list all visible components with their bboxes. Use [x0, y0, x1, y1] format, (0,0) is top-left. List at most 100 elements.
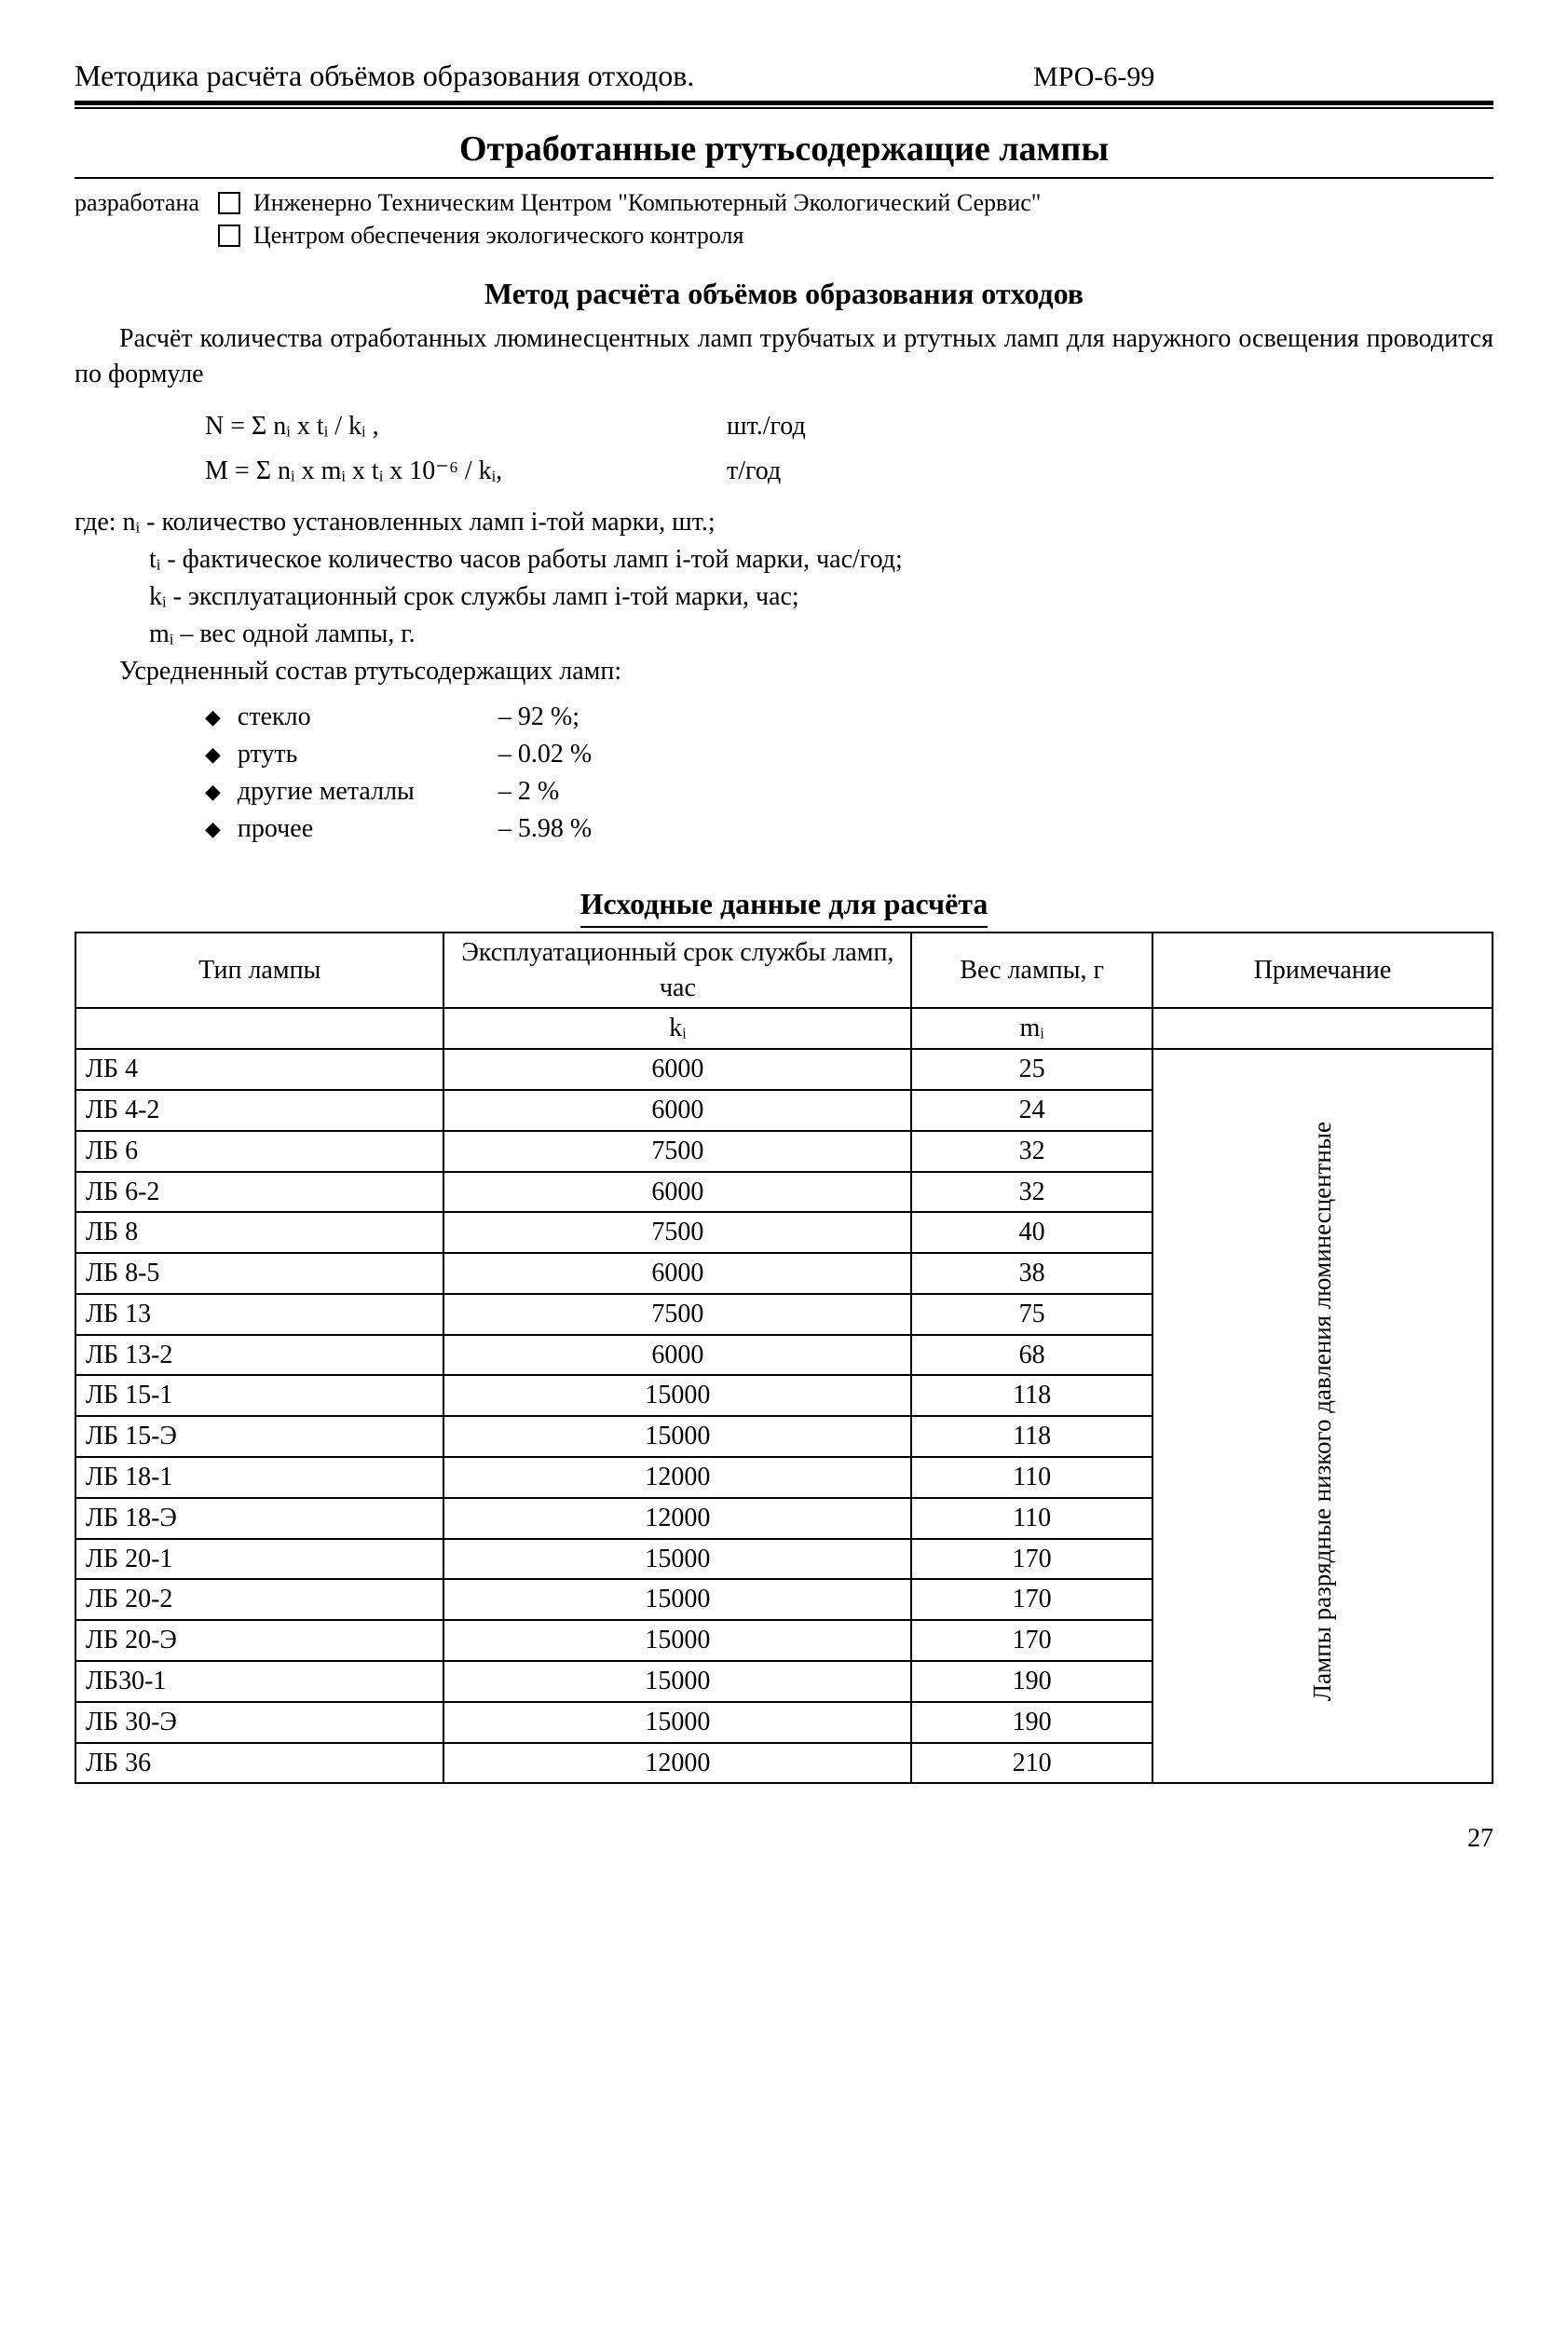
page-number: 27 [75, 1821, 1493, 1857]
page-header: Методика расчёта объёмов образования отх… [75, 56, 1493, 105]
where-lead: где: nᵢ - количество установленных ламп … [75, 505, 1493, 540]
formula-expr: N = Σ nᵢ x tᵢ / kᵢ , [205, 409, 727, 444]
formula-unit: шт./год [727, 409, 806, 444]
cell-type: ЛБ 15-1 [75, 1375, 443, 1416]
cell-weight: 110 [911, 1498, 1152, 1539]
developed-label: разработана [75, 186, 199, 252]
cell-type: ЛБ 30-Э [75, 1702, 443, 1743]
cell-life: 6000 [443, 1049, 911, 1090]
composition-list: ◆ стекло – 92 %; ◆ ртуть – 0.02 % ◆ друг… [205, 700, 1493, 846]
composition-value: – 92 %; [498, 700, 579, 735]
cell-life: 15000 [443, 1661, 911, 1702]
symbol-life: kᵢ [443, 1008, 911, 1049]
diamond-icon: ◆ [205, 778, 221, 806]
developed-item-text: Центром обеспечения экологического контр… [253, 219, 744, 252]
cell-life: 15000 [443, 1416, 911, 1457]
cell-life: 15000 [443, 1620, 911, 1661]
developed-item: Центром обеспечения экологического контр… [218, 219, 1493, 252]
composition-item: ◆ ртуть – 0.02 % [205, 737, 1493, 772]
cell-type: ЛБ 4 [75, 1049, 443, 1090]
developed-item: Инженерно Техническим Центром "Компьютер… [218, 186, 1493, 219]
cell-weight: 170 [911, 1539, 1152, 1580]
cell-weight: 110 [911, 1457, 1152, 1498]
cell-life: 15000 [443, 1375, 911, 1416]
cell-weight: 32 [911, 1131, 1152, 1172]
cell-life: 12000 [443, 1457, 911, 1498]
developed-block: разработана Инженерно Техническим Центро… [75, 186, 1493, 252]
composition-name: ртуть [238, 737, 498, 772]
formula-unit: т/год [727, 454, 781, 489]
note-text: Лампы разрядные низкого давления люминес… [1307, 1122, 1337, 1701]
data-table: Тип лампы Эксплуатационный срок службы л… [75, 932, 1493, 1785]
composition-item: ◆ прочее – 5.98 % [205, 811, 1493, 847]
composition-item: ◆ другие металлы – 2 % [205, 774, 1493, 810]
cell-type: ЛБ 20-Э [75, 1620, 443, 1661]
cell-life: 15000 [443, 1579, 911, 1620]
cell-weight: 190 [911, 1661, 1152, 1702]
cell-type: ЛБ 6-2 [75, 1172, 443, 1213]
cell-type: ЛБ 36 [75, 1743, 443, 1784]
header-code: МРО-6-99 [1033, 59, 1154, 97]
cell-type: ЛБ 15-Э [75, 1416, 443, 1457]
cell-weight: 68 [911, 1335, 1152, 1376]
cell-weight: 210 [911, 1743, 1152, 1784]
cell-type: ЛБ 6 [75, 1131, 443, 1172]
cell-life: 12000 [443, 1498, 911, 1539]
cell-life: 12000 [443, 1743, 911, 1784]
cell-weight: 32 [911, 1172, 1152, 1213]
symbol-weight: mᵢ [911, 1008, 1152, 1049]
cell-type: ЛБ 13 [75, 1294, 443, 1335]
cell-type: ЛБ 4-2 [75, 1090, 443, 1131]
composition-name: прочее [238, 811, 498, 847]
symbol-blank [75, 1008, 443, 1049]
cell-life: 7500 [443, 1131, 911, 1172]
diamond-icon: ◆ [205, 703, 221, 731]
table-title: Исходные данные для расчёта [580, 884, 989, 928]
where-line: kᵢ - эксплуатационный срок службы ламп i… [149, 579, 1493, 615]
formulas-block: N = Σ nᵢ x tᵢ / kᵢ , шт./год M = Σ nᵢ x … [205, 409, 1493, 489]
cell-life: 7500 [443, 1212, 911, 1253]
cell-weight: 25 [911, 1049, 1152, 1090]
cell-weight: 170 [911, 1620, 1152, 1661]
cell-life: 7500 [443, 1294, 911, 1335]
cell-weight: 38 [911, 1253, 1152, 1294]
col-header-note: Примечание [1152, 933, 1493, 1009]
cell-type: ЛБ30-1 [75, 1661, 443, 1702]
cell-weight: 118 [911, 1416, 1152, 1457]
col-header-type: Тип лампы [75, 933, 443, 1009]
where-line: tᵢ - фактическое количество часов работы… [149, 542, 1493, 578]
table-symbol-row: kᵢ mᵢ [75, 1008, 1493, 1049]
cell-life: 6000 [443, 1253, 911, 1294]
checkbox-icon [218, 225, 240, 247]
cell-type: ЛБ 20-2 [75, 1579, 443, 1620]
diamond-icon: ◆ [205, 815, 221, 843]
cell-weight: 190 [911, 1702, 1152, 1743]
col-header-life: Эксплуатационный срок службы ламп, час [443, 933, 911, 1009]
header-title: Методика расчёта объёмов образования отх… [75, 56, 694, 96]
composition-item: ◆ стекло – 92 %; [205, 700, 1493, 735]
cell-life: 6000 [443, 1335, 911, 1376]
composition-name: стекло [238, 700, 498, 735]
formula-row: N = Σ nᵢ x tᵢ / kᵢ , шт./год [205, 409, 1493, 444]
table-header-row: Тип лампы Эксплуатационный срок службы л… [75, 933, 1493, 1009]
cell-type: ЛБ 18-Э [75, 1498, 443, 1539]
formula-row: M = Σ nᵢ x mᵢ x tᵢ x 10⁻⁶ / kᵢ, т/год [205, 454, 1493, 489]
cell-life: 15000 [443, 1702, 911, 1743]
cell-weight: 40 [911, 1212, 1152, 1253]
symbol-blank [1152, 1008, 1493, 1049]
cell-type: ЛБ 18-1 [75, 1457, 443, 1498]
title-rule [75, 177, 1493, 179]
method-intro: Расчёт количества отработанных люминесце… [75, 321, 1493, 392]
cell-type: ЛБ 8 [75, 1212, 443, 1253]
cell-weight: 24 [911, 1090, 1152, 1131]
composition-name: другие металлы [238, 774, 498, 810]
cell-life: 6000 [443, 1090, 911, 1131]
composition-value: – 2 % [498, 774, 559, 810]
method-title: Метод расчёта объёмов образования отходо… [75, 274, 1493, 314]
cell-life: 15000 [443, 1539, 911, 1580]
formula-expr: M = Σ nᵢ x mᵢ x tᵢ x 10⁻⁶ / kᵢ, [205, 454, 727, 489]
cell-type: ЛБ 8-5 [75, 1253, 443, 1294]
developed-item-text: Инженерно Техническим Центром "Компьютер… [253, 186, 1041, 219]
cell-type: ЛБ 20-1 [75, 1539, 443, 1580]
checkbox-icon [218, 192, 240, 214]
